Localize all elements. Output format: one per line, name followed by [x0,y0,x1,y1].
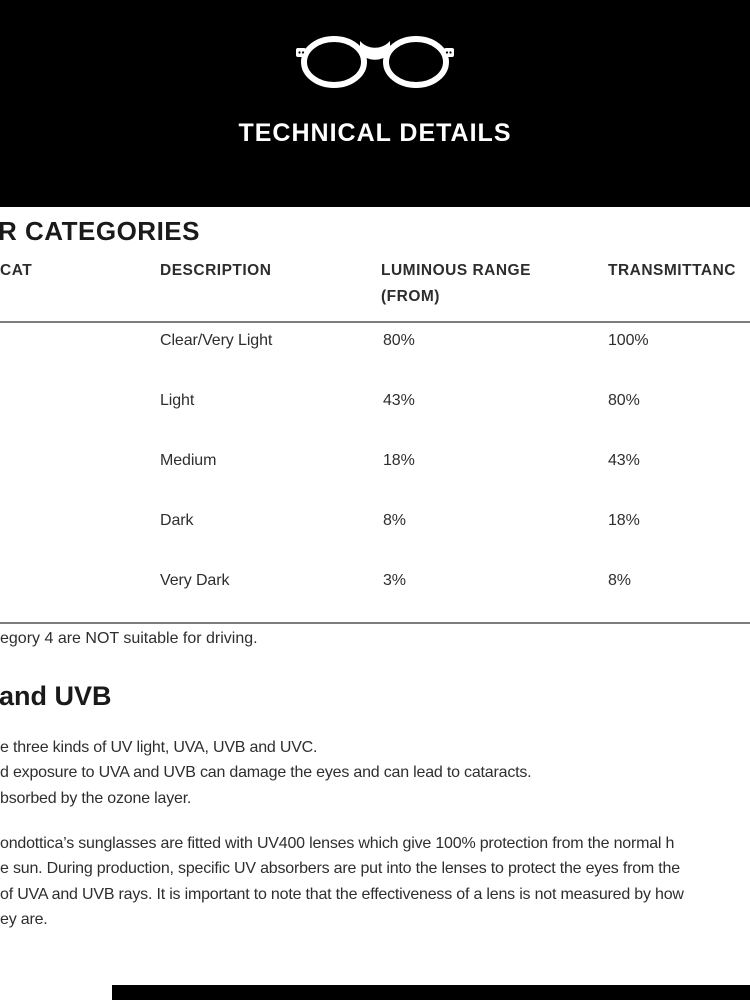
header-title: TECHNICAL DETAILS [238,119,512,147]
uv-paragraph2-line: of UVA and UVB rays. It is important to … [0,886,684,903]
column-header-description: DESCRIPTION [160,262,272,279]
uv-paragraph1-line: d exposure to UVA and UVB can damage the… [0,764,532,781]
uv-paragraph2-line: ey are. [0,911,48,928]
table-row-luminous: 8% [383,512,406,529]
table-row-transmittance: 18% [608,512,640,529]
header-banner: TECHNICAL DETAILS [0,0,750,207]
uv-paragraph2-line: e sun. During production, specific UV ab… [0,860,680,877]
table-bottom-rule [0,622,750,624]
table-row-luminous: 80% [383,332,415,349]
uv-paragraph1-line: e three kinds of UV light, UVA, UVB and … [0,739,318,756]
table-row-transmittance: 8% [608,572,631,589]
table-top-rule [0,321,750,323]
table-row-luminous: 3% [383,572,406,589]
uv-paragraph1-line: bsorbed by the ozone layer. [0,790,192,807]
next-section-banner-edge [112,985,750,1000]
column-header-cat: CAT [0,262,33,279]
table-row-transmittance: 43% [608,452,640,469]
filter-categories-title: R CATEGORIES [0,216,200,246]
column-header-luminous-range: LUMINOUS RANGE (FROM) [381,262,531,305]
uv-section-title: and UVB [0,681,112,711]
column-header-transmittance: TRANSMITTANC [608,262,736,279]
table-row-description: Medium [160,452,217,469]
table-row-description: Very Dark [160,572,230,589]
table-row-description: Dark [160,512,194,529]
driving-note: egory 4 are NOT suitable for driving. [0,630,258,647]
table-row-luminous: 18% [383,452,415,469]
uv-paragraph2-line: ondottica’s sunglasses are fitted with U… [0,835,675,852]
table-row-description: Clear/Very Light [160,332,273,349]
table-row-transmittance: 80% [608,392,640,409]
table-row-description: Light [160,392,195,409]
glasses-icon [296,36,454,88]
table-row-transmittance: 100% [608,332,649,349]
table-row-luminous: 43% [383,392,415,409]
